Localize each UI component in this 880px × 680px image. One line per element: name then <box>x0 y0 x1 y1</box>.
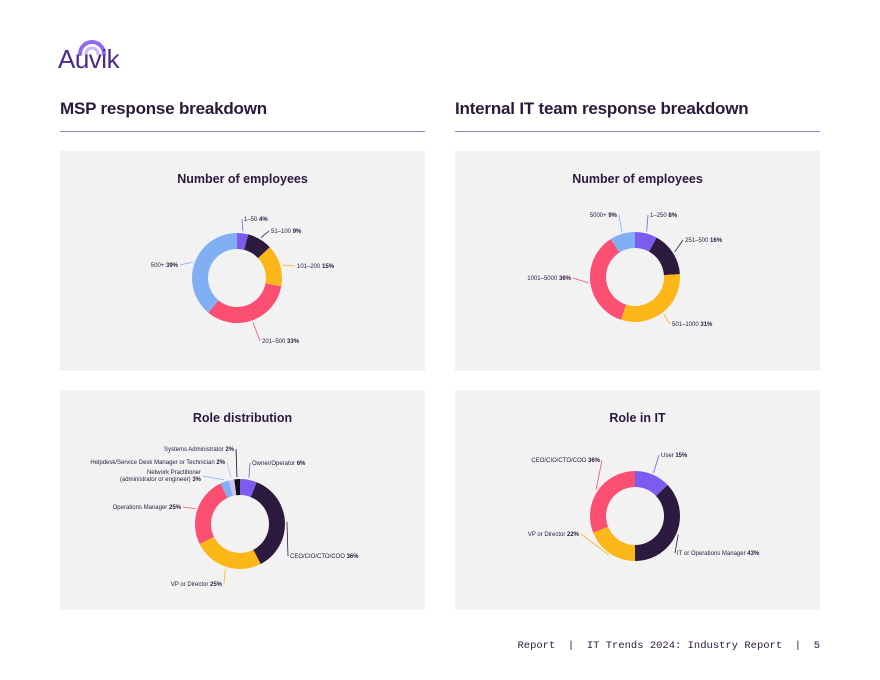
slice-label: CEO/CIO/CTO/COO 36% <box>290 554 359 560</box>
slice-label: Helpdesk/Service Desk Manager or Technic… <box>90 460 225 466</box>
donut-slice-1 <box>648 237 680 276</box>
slice-label: Systems Administrator 2% <box>164 447 235 453</box>
slice-label: 500+ 39% <box>151 263 179 269</box>
logo-arc-icon <box>78 40 106 56</box>
leader-line <box>252 322 261 342</box>
donut-slice-1 <box>635 485 680 561</box>
donut-slice-0 <box>237 233 249 250</box>
donut-slice-3 <box>590 239 627 320</box>
leader-line <box>223 568 226 585</box>
page-footer: Report | IT Trends 2024: Industry Report… <box>517 640 820 652</box>
slice-label: IT or Operations Manager 43% <box>677 551 760 557</box>
footer-doc-title: IT Trends 2024: Industry Report <box>586 640 783 652</box>
leader-line <box>202 475 224 481</box>
donut-slice-6 <box>234 479 240 496</box>
it-employees-chart-panel: Number of employees 1–250 8% 251–500 16% 5… <box>455 151 820 371</box>
donut-slice-0 <box>635 232 657 252</box>
slice-label: 1–50 4% <box>244 217 268 223</box>
donut-slice-0 <box>635 471 668 497</box>
slice-label: Network Practitioner (administrator or en… <box>120 470 202 483</box>
leader-line <box>580 533 609 556</box>
auvik-logo: Auvik <box>58 36 128 74</box>
leader-line <box>226 461 232 478</box>
donut-slice-3 <box>195 483 228 544</box>
slice-label: 5000+ 9% <box>590 213 618 219</box>
leader-line <box>663 313 671 325</box>
msp-role-chart-panel: Role distribution Owner/Operator 6% CEO/C… <box>60 390 425 610</box>
msp-role-donut-chart: Owner/Operator 6% CEO/CIO/CTO/COO 36% VP o… <box>90 447 359 588</box>
slice-label: User 15% <box>661 453 688 459</box>
msp-employees-donut-chart: 1–50 4%51–100 9% 101–200 15% 201–500 33% 50… <box>151 217 335 345</box>
it-role-donut-chart: User 15% IT or Operations Manager 43% VP o… <box>528 453 760 561</box>
leader-line <box>260 230 270 238</box>
donut-slice-2 <box>593 526 635 561</box>
donut-slice-3 <box>208 283 282 323</box>
leader-line <box>646 214 649 232</box>
slice-label: Owner/Operator 6% <box>252 461 306 467</box>
leader-line <box>674 239 684 253</box>
chart-title: Role in IT <box>609 411 666 425</box>
leader-line <box>618 214 623 232</box>
leader-line <box>182 506 196 510</box>
donut-slice-0 <box>240 479 257 498</box>
chart-title: Number of employees <box>572 172 703 186</box>
slice-label: 51–100 9% <box>271 229 302 235</box>
donut-slice-2 <box>258 247 282 287</box>
footer-page-number: 5 <box>813 640 820 652</box>
donut-slice-1 <box>250 482 285 564</box>
slice-label: Operations Manager 25% <box>113 505 182 511</box>
slice-label: VP or Director 22% <box>528 532 580 538</box>
slice-label: CEO/CIO/CTO/COO 36% <box>531 458 600 464</box>
msp-section-title: MSP response breakdown <box>60 99 267 118</box>
donut-slice-5 <box>228 479 237 496</box>
slice-label: 201–500 33% <box>262 339 300 345</box>
leader-line <box>235 448 238 478</box>
it-employees-donut-chart: 1–250 8% 251–500 16% 501–1000 31% 1001–5000… <box>527 213 723 328</box>
leader-line <box>282 264 296 267</box>
footer-separator: | <box>794 640 802 652</box>
leader-line <box>572 277 589 284</box>
msp-section-divider <box>60 131 425 132</box>
leader-line <box>241 218 244 232</box>
leader-line <box>595 459 603 490</box>
donut-slice-2 <box>199 536 261 569</box>
leader-line <box>653 454 660 473</box>
slice-label: 101–200 15% <box>297 264 335 270</box>
chart-title: Number of employees <box>177 172 308 186</box>
slice-label: VP or Director 25% <box>171 582 223 588</box>
leader-line <box>286 521 289 557</box>
footer-separator: | <box>567 640 575 652</box>
donut-slice-2 <box>621 274 680 322</box>
leader-line <box>179 261 193 266</box>
donut-slice-4 <box>192 233 237 313</box>
donut-slice-4 <box>220 480 233 498</box>
slice-label: 1–250 8% <box>650 213 678 219</box>
leader-line <box>248 462 251 478</box>
logo-text: Auvik <box>58 44 120 74</box>
slice-label: 251–500 16% <box>685 238 723 244</box>
slice-label: 501–1000 31% <box>672 322 713 328</box>
footer-report-label: Report <box>517 640 556 652</box>
msp-employees-chart-panel: Number of employees 1–50 4% 51–100 9% 101–… <box>60 151 425 371</box>
donut-slice-3 <box>590 471 635 533</box>
chart-title: Role distribution <box>192 411 293 425</box>
internal-it-section-divider <box>455 131 820 132</box>
donut-slice-4 <box>610 232 635 253</box>
it-role-chart-panel: Role in IT User 15% IT or Operations Mana… <box>455 390 820 610</box>
leader-line <box>674 534 679 554</box>
donut-slice-1 <box>244 234 270 259</box>
slice-label: 1001–5000 36% <box>527 276 571 282</box>
internal-it-section-title: Internal IT team response breakdown <box>455 99 749 118</box>
